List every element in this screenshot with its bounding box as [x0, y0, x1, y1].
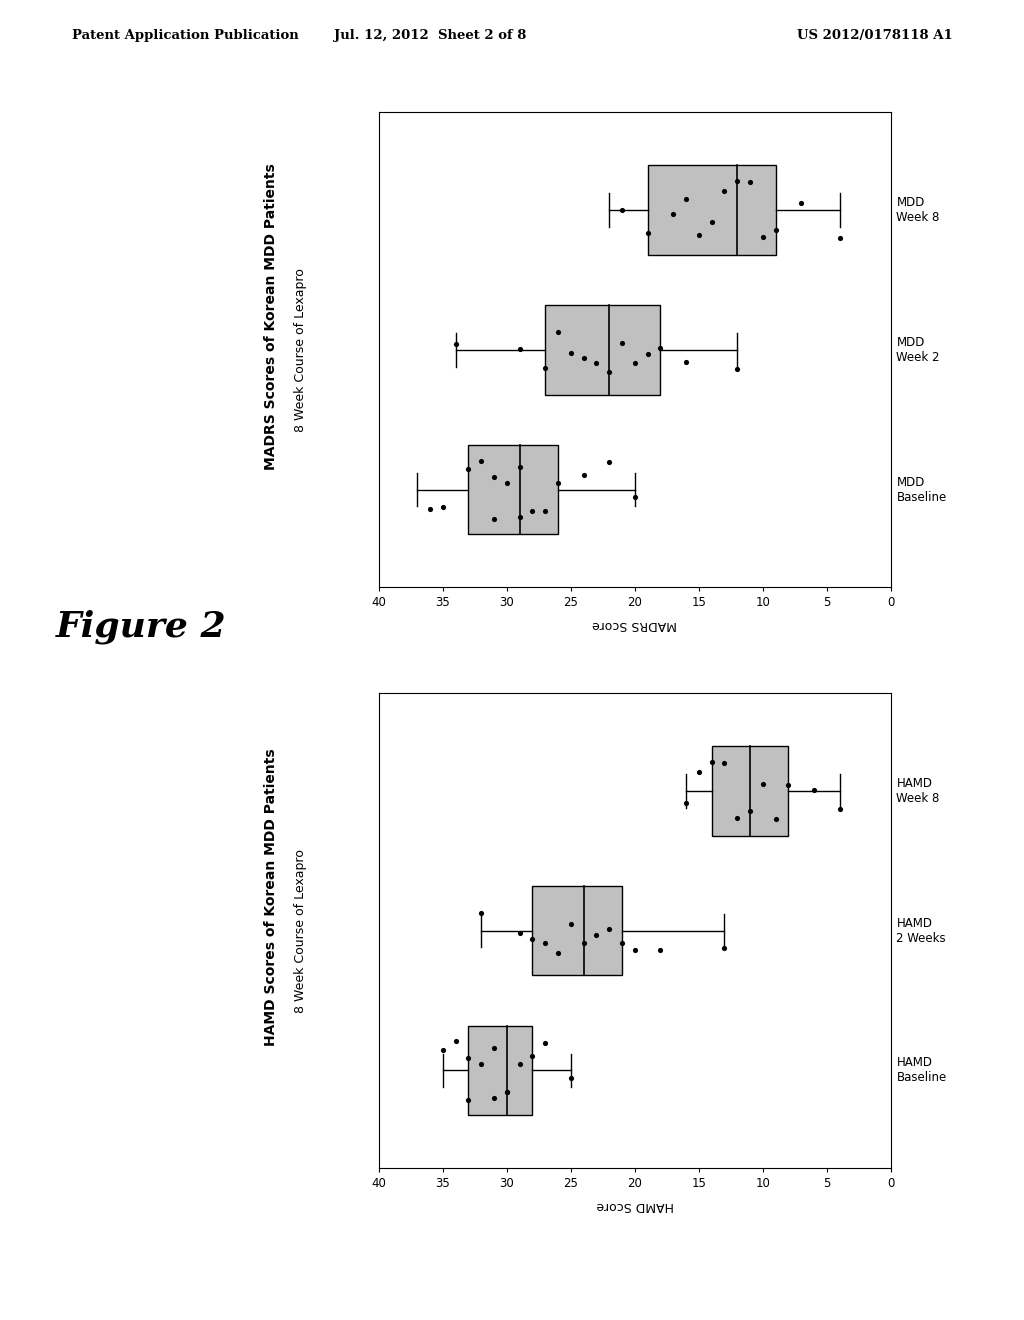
Point [717, 181, 733, 202]
Point [537, 500, 553, 521]
Point [460, 1089, 476, 1110]
Point [613, 333, 630, 354]
Point [537, 933, 553, 954]
Point [563, 913, 580, 935]
Point [485, 1086, 502, 1107]
X-axis label: HAMD Score: HAMD Score [596, 1199, 674, 1212]
Point [729, 170, 745, 191]
Point [537, 358, 553, 379]
Point [485, 1038, 502, 1059]
Text: 8 Week Course of Lexapro: 8 Week Course of Lexapro [294, 849, 306, 1012]
Point [511, 923, 528, 944]
Point [499, 1081, 515, 1102]
Bar [532, 886, 622, 975]
Point [639, 343, 655, 364]
Text: Patent Application Publication: Patent Application Publication [72, 29, 298, 42]
Point [511, 338, 528, 359]
Point [690, 224, 707, 246]
Point [447, 1031, 464, 1052]
Text: Jul. 12, 2012  Sheet 2 of 8: Jul. 12, 2012 Sheet 2 of 8 [334, 29, 526, 42]
Point [652, 338, 669, 359]
Point [741, 800, 758, 821]
Point [447, 334, 464, 355]
Point [511, 506, 528, 527]
Bar [647, 165, 776, 255]
Point [690, 762, 707, 783]
Point [575, 933, 592, 954]
Point [729, 359, 745, 380]
Point [717, 937, 733, 958]
Point [678, 351, 694, 372]
Point [473, 903, 489, 924]
Point [793, 193, 809, 214]
Point [434, 1039, 451, 1060]
Point [741, 172, 758, 193]
Point [422, 499, 438, 520]
Point [639, 223, 655, 244]
Point [563, 342, 580, 363]
Text: US 2012/0178118 A1: US 2012/0178118 A1 [797, 29, 952, 42]
Point [485, 508, 502, 529]
Point [550, 942, 566, 964]
Point [678, 189, 694, 210]
Point [703, 751, 720, 772]
Point [511, 457, 528, 478]
Point [588, 924, 604, 945]
Point [434, 496, 451, 517]
Text: MADRS Scores of Korean MDD Patients: MADRS Scores of Korean MDD Patients [264, 164, 279, 470]
Point [524, 1045, 541, 1067]
Point [563, 1068, 580, 1089]
Point [499, 473, 515, 494]
Bar [469, 1026, 532, 1115]
Point [537, 1032, 553, 1053]
Point [550, 322, 566, 343]
Point [831, 799, 848, 820]
Point [703, 211, 720, 232]
Text: 8 Week Course of Lexapro: 8 Week Course of Lexapro [294, 268, 306, 432]
Point [717, 752, 733, 774]
Point [755, 774, 771, 795]
Bar [545, 305, 660, 395]
Point [768, 808, 784, 829]
Point [613, 932, 630, 953]
Point [652, 940, 669, 961]
Point [627, 352, 643, 374]
Point [768, 219, 784, 240]
Point [550, 473, 566, 494]
Point [485, 466, 502, 487]
Point [666, 203, 682, 224]
Point [524, 928, 541, 949]
Point [460, 1047, 476, 1068]
Bar [468, 445, 558, 535]
Bar [712, 746, 788, 836]
Point [755, 226, 771, 247]
Point [627, 487, 643, 508]
Point [831, 227, 848, 248]
Point [601, 362, 617, 383]
Point [575, 347, 592, 368]
Point [473, 1053, 489, 1074]
Point [511, 1053, 528, 1074]
Text: HAMD Scores of Korean MDD Patients: HAMD Scores of Korean MDD Patients [264, 748, 279, 1047]
Point [460, 458, 476, 479]
Point [613, 199, 630, 220]
Point [601, 451, 617, 473]
Point [627, 940, 643, 961]
Point [729, 807, 745, 828]
Point [601, 919, 617, 940]
Point [473, 450, 489, 471]
Point [524, 500, 541, 521]
Point [588, 352, 604, 374]
Point [780, 775, 797, 796]
Text: Figure 2: Figure 2 [56, 610, 227, 644]
Point [678, 792, 694, 813]
Point [499, 1081, 515, 1102]
Point [806, 779, 822, 800]
X-axis label: MADRS Score: MADRS Score [593, 618, 677, 631]
Point [575, 465, 592, 486]
